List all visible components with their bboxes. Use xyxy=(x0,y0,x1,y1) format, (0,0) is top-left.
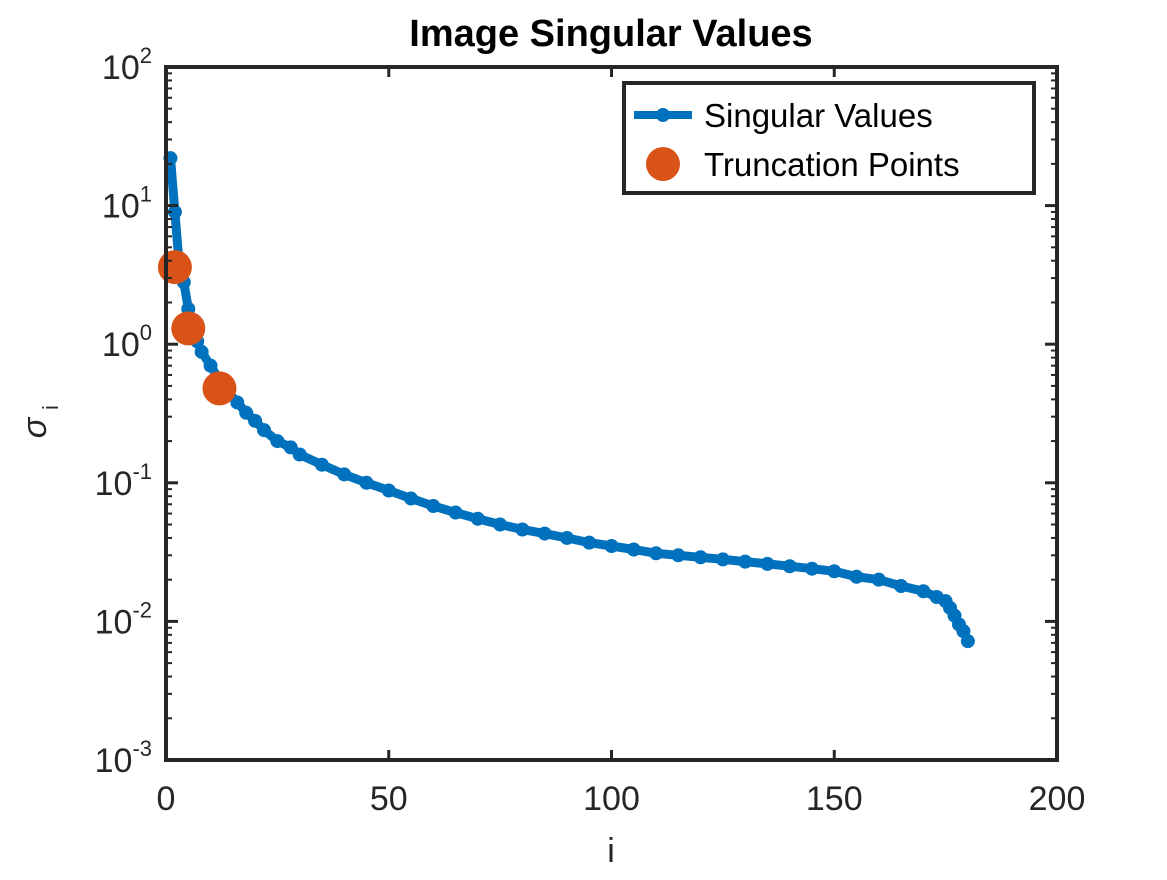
singular-value-point xyxy=(871,572,886,587)
y-axis-label-subscript: i xyxy=(38,405,63,410)
chart-title: Image Singular Values xyxy=(409,13,812,55)
singular-value-point xyxy=(693,550,708,565)
singular-value-point xyxy=(493,517,508,532)
singular-value-point xyxy=(804,561,819,576)
singular-value-point xyxy=(582,535,597,550)
singular-value-point xyxy=(626,542,641,557)
singular-value-point xyxy=(715,552,730,567)
x-axis-label: i xyxy=(607,832,615,870)
singular-value-point xyxy=(167,204,182,219)
x-tick-label: 50 xyxy=(370,780,408,818)
singular-value-point xyxy=(448,505,463,520)
x-tick-label: 150 xyxy=(806,780,863,818)
truncation-point xyxy=(202,371,237,406)
singular-value-point xyxy=(239,405,254,420)
singular-values-line xyxy=(166,153,973,646)
singular-value-point xyxy=(314,457,329,472)
singular-value-point xyxy=(203,358,218,373)
y-axis-label: σ i xyxy=(16,405,63,438)
legend-label-singular-values: Singular Values xyxy=(704,97,933,134)
y-tick-label: 10-2 xyxy=(95,597,152,641)
singular-value-point xyxy=(559,530,574,545)
x-tick-label: 100 xyxy=(583,780,640,818)
truncation-point xyxy=(171,311,206,346)
singular-value-point xyxy=(257,423,272,438)
legend-label-truncation-points: Truncation Points xyxy=(704,146,960,183)
y-tick-label: 100 xyxy=(102,320,152,364)
singular-value-point xyxy=(404,491,419,506)
singular-value-point xyxy=(248,413,263,428)
legend-marker-singular-values xyxy=(656,108,670,122)
singular-value-point xyxy=(359,475,374,490)
legend: Singular Values Truncation Points xyxy=(622,81,1036,195)
x-tick-label: 0 xyxy=(157,780,176,818)
singular-value-point xyxy=(782,559,797,574)
legend-marker-truncation-points xyxy=(646,147,680,181)
singular-value-point xyxy=(604,538,619,553)
singular-value-point xyxy=(381,483,396,498)
x-tick-label: 200 xyxy=(1029,780,1086,818)
y-axis-label-main: σ xyxy=(16,416,54,438)
singular-value-point xyxy=(738,554,753,569)
singular-value-point xyxy=(194,344,209,359)
singular-value-point xyxy=(760,556,775,571)
singular-value-point xyxy=(230,395,245,410)
singular-value-point xyxy=(916,584,931,599)
singular-value-point xyxy=(270,434,285,449)
singular-value-point xyxy=(426,499,441,514)
singular-value-point xyxy=(827,564,842,579)
truncation-point xyxy=(157,250,192,285)
y-tick-label: 10-1 xyxy=(95,459,152,503)
singular-value-point xyxy=(537,526,552,541)
y-tick-label: 101 xyxy=(102,182,152,226)
singular-value-point xyxy=(894,579,909,594)
singular-value-point xyxy=(960,634,975,649)
singular-value-point xyxy=(649,546,664,561)
singular-value-point xyxy=(671,548,686,563)
plot-area xyxy=(157,151,975,649)
y-tick-label: 102 xyxy=(102,43,152,87)
singular-value-point xyxy=(292,447,307,462)
singular-value-point xyxy=(470,511,485,526)
y-tick-label: 10-3 xyxy=(95,736,152,780)
singular-value-point xyxy=(515,522,530,537)
singular-value-point xyxy=(337,467,352,482)
singular-value-point xyxy=(849,569,864,584)
axes: 0 50 100 150 200 102 101 100 10-1 10-2 10-3 xyxy=(95,43,1086,818)
legend-box xyxy=(622,81,1036,195)
